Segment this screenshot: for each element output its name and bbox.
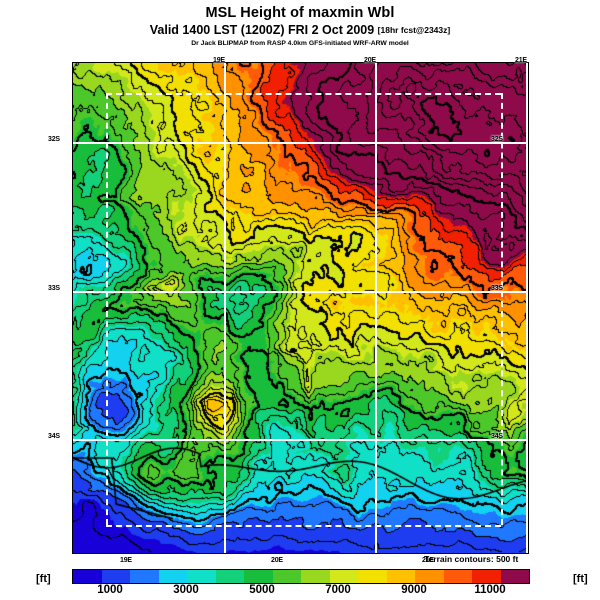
colorbar-legend: Terrain contours: 500 ft [ft] [ft] 1000 3… (0, 554, 600, 600)
colorbar-swatch-0 (73, 570, 102, 583)
model-source-line: Dr Jack BLIPMAP from RASP 4.0km GFS-init… (191, 40, 409, 47)
colorbar-swatch-1 (101, 570, 130, 583)
axis-label-lat-left-32s: 32S (48, 136, 60, 143)
axis-label-lat-left-34s: 34S (48, 433, 60, 440)
colorbar-unit-right: [ft] (573, 573, 588, 585)
colorbar-tick-1000: 1000 (97, 584, 123, 596)
colorbar-tick-5000: 5000 (249, 584, 275, 596)
subdomain-box-right (501, 93, 503, 525)
colorbar-swatch-12 (415, 570, 444, 583)
axis-label-lon-bottom-21e: 21E (422, 557, 434, 564)
axis-label-lat-left-33s: 33S (48, 285, 60, 292)
subdomain-box-left (106, 93, 108, 525)
graticule-lon-21e (526, 63, 528, 553)
colorbar-unit-left: [ft] (36, 573, 51, 585)
axis-label-lon-top-21e: 21E (515, 57, 527, 64)
graticule-lat-33s (73, 291, 528, 293)
colorbar-swatch-3 (158, 570, 187, 583)
map-panel[interactable] (72, 62, 529, 554)
colorbar-tick-labels: 1000 3000 5000 7000 9000 11000 (72, 584, 528, 598)
figure-header: MSL Height of maxmin Wbl Valid 1400 LST … (0, 6, 600, 48)
colorbar-tick-3000: 3000 (173, 584, 199, 596)
graticule-lat-34s (73, 439, 528, 441)
colorbar[interactable] (72, 569, 530, 584)
colorbar-swatch-14 (472, 570, 501, 583)
page-title: MSL Height of maxmin Wbl (205, 5, 395, 21)
colorbar-tick-11000: 11000 (474, 584, 506, 596)
colorbar-swatch-15 (500, 570, 529, 583)
colorbar-swatch-13 (443, 570, 472, 583)
terrain-contour-note: Terrain contours: 500 ft (424, 554, 519, 564)
colorbar-swatch-4 (187, 570, 216, 583)
axis-label-lat-right-33s: 33S (491, 285, 503, 292)
colorbar-swatch-8 (301, 570, 330, 583)
colorbar-swatch-2 (130, 570, 159, 583)
axis-label-lon-top-19e: 19E (213, 57, 225, 64)
axis-label-lon-bottom-20e: 20E (271, 557, 283, 564)
forecast-hour-badge: [18hr fcst@2343z] (377, 25, 451, 35)
valid-time-text: Valid 1400 LST (1200Z) FRI 2 Oct 2009 (149, 23, 375, 37)
graticule-lon-20e (375, 63, 377, 553)
graticule-lon-19e (224, 63, 226, 553)
colorbar-swatch-6 (244, 570, 273, 583)
colorbar-swatch-9 (329, 570, 358, 583)
terrain-heatmap-canvas (73, 63, 528, 553)
valid-time-line: Valid 1400 LST (1200Z) FRI 2 Oct 2009 [1… (0, 23, 600, 37)
subdomain-box-top (106, 93, 501, 95)
colorbar-tick-9000: 9000 (401, 584, 427, 596)
axis-label-lat-right-34s: 34S (491, 433, 503, 440)
colorbar-swatch-11 (386, 570, 415, 583)
axis-label-lon-top-20e: 20E (364, 57, 376, 64)
subdomain-box-bottom (106, 525, 501, 527)
graticule-lat-32s (73, 142, 528, 144)
colorbar-tick-7000: 7000 (325, 584, 351, 596)
colorbar-swatch-10 (358, 570, 387, 583)
colorbar-swatch-7 (272, 570, 301, 583)
colorbar-swatch-5 (215, 570, 244, 583)
axis-label-lon-bottom-19e: 19E (120, 557, 132, 564)
axis-label-lat-right-32s: 32S (491, 136, 503, 143)
